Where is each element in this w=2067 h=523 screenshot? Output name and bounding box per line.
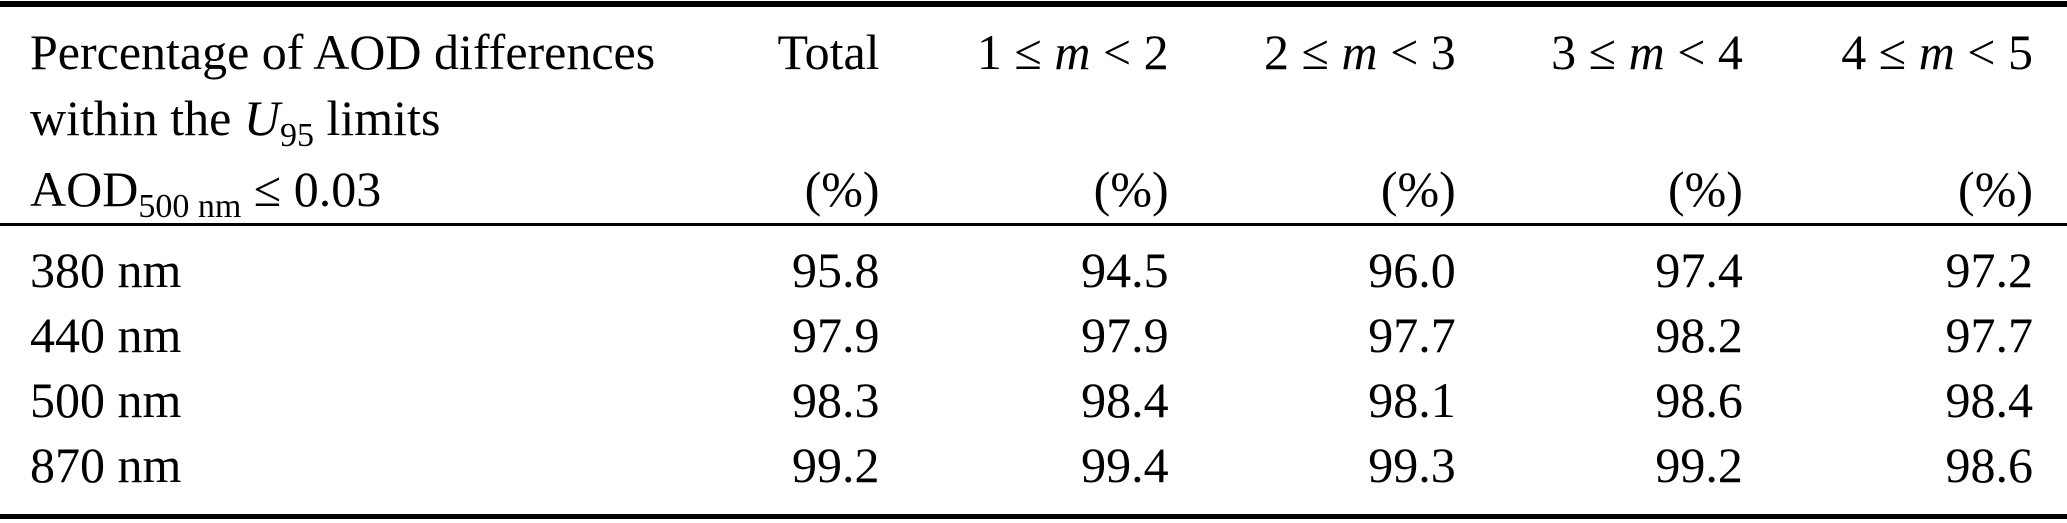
row-label-380nm: 380 nm [30, 242, 182, 298]
header-row-titles: Percentage of AOD differences within the… [0, 4, 2067, 154]
value-440-m3: 98.2 [1655, 307, 1743, 363]
title-line2-prefix: within the [30, 90, 244, 146]
table-row-870nm: 870 nm 99.2 99.4 99.3 99.2 98.6 [0, 433, 2067, 517]
column-header-m4-5: 4 ≤ m < 5 [1743, 4, 2067, 151]
value-870-total: 99.2 [792, 437, 880, 493]
col-m2-suffix: < 3 [1377, 24, 1456, 80]
row-label-440nm: 440 nm [30, 307, 182, 363]
unit-m4-5: (%) [1742, 151, 2067, 226]
value-870-m3: 99.2 [1655, 437, 1743, 493]
title-line2-suffix: limits [313, 90, 441, 146]
table-title-cell: Percentage of AOD differences within the… [0, 4, 656, 154]
unit-total: (%) [655, 151, 880, 226]
condition-cell: AOD500 nm ≤ 0.03 [0, 151, 656, 226]
value-870-m2: 99.3 [1368, 437, 1456, 493]
value-440-m2: 97.7 [1368, 307, 1456, 363]
value-870-m1: 99.4 [1081, 437, 1169, 493]
value-500-m3: 98.6 [1655, 372, 1743, 428]
value-440-m4: 97.7 [1945, 307, 2034, 363]
value-440-m1: 97.9 [1081, 307, 1169, 363]
value-380-m2: 96.0 [1368, 242, 1456, 298]
table-title-line1: Percentage of AOD differences [30, 24, 656, 80]
col-m3-suffix: < 4 [1664, 24, 1743, 80]
col-m2-prefix: 2 ≤ [1264, 24, 1342, 80]
col-m1-prefix: 1 ≤ [976, 24, 1055, 80]
value-870-m4: 98.6 [1945, 437, 2034, 493]
column-header-m2-3: 2 ≤ m < 3 [1169, 4, 1456, 151]
column-header-m3-4: 3 ≤ m < 4 [1456, 4, 1743, 151]
table-title-line2: within the U95 limits [30, 85, 655, 154]
col-m4-suffix: < 5 [1954, 24, 2033, 80]
condition-subscript: 500 nm [138, 188, 242, 225]
unit-m1-2: (%) [879, 151, 1169, 226]
value-440-total: 97.9 [792, 307, 880, 363]
condition-base: AOD [30, 161, 139, 217]
column-header-total: Total [655, 4, 880, 151]
value-500-m4: 98.4 [1945, 372, 2034, 428]
col-m1-var: m [1054, 24, 1091, 80]
value-380-m4: 97.2 [1945, 242, 2034, 298]
row-label-500nm: 500 nm [30, 372, 182, 428]
value-380-m3: 97.4 [1655, 242, 1743, 298]
value-380-total: 95.8 [792, 242, 880, 298]
col-m4-var: m [1918, 24, 1955, 80]
header-row-units: AOD500 nm ≤ 0.03 (%) (%) (%) (%) (%) [0, 151, 2067, 226]
table-row-500nm: 500 nm 98.3 98.4 98.1 98.6 98.4 [0, 368, 2067, 433]
col-m3-prefix: 3 ≤ [1551, 24, 1629, 80]
value-380-m1: 94.5 [1081, 242, 1169, 298]
value-500-total: 98.3 [792, 372, 880, 428]
table-row-440nm: 440 nm 97.9 97.9 97.7 98.2 97.7 [0, 303, 2067, 368]
condition-rest: ≤ 0.03 [241, 161, 382, 217]
u-symbol: U [243, 90, 280, 146]
u-subscript-95: 95 [279, 117, 314, 154]
col-m4-prefix: 4 ≤ [1841, 24, 1919, 80]
row-label-870nm: 870 nm [30, 437, 182, 493]
unit-m2-3: (%) [1168, 151, 1456, 226]
col-m3-var: m [1628, 24, 1665, 80]
table-row-380nm: 380 nm 95.8 94.5 96.0 97.4 97.2 [0, 225, 2067, 304]
column-header-m1-2: 1 ≤ m < 2 [880, 4, 1169, 151]
value-500-m1: 98.4 [1081, 372, 1169, 428]
value-500-m2: 98.1 [1368, 372, 1456, 428]
unit-m3-4: (%) [1455, 151, 1743, 226]
col-m2-var: m [1341, 24, 1378, 80]
col-m1-suffix: < 2 [1090, 24, 1169, 80]
col-total-label: Total [777, 24, 880, 80]
